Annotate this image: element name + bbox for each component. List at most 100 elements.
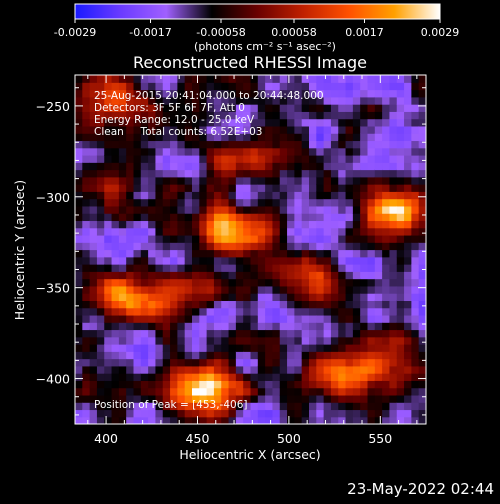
heatmap-cell xyxy=(367,140,376,149)
heatmap-cell xyxy=(338,314,347,323)
heatmap-cell xyxy=(89,147,98,156)
heatmap-cell xyxy=(89,351,98,360)
heatmap-cell xyxy=(323,75,332,83)
heatmap-cell xyxy=(243,104,252,112)
heatmap-cell xyxy=(323,336,332,345)
heatmap-cell xyxy=(382,96,391,105)
heatmap-cell xyxy=(89,402,98,411)
heatmap-cell xyxy=(272,118,281,127)
heatmap-cell xyxy=(177,176,186,185)
heatmap-cell xyxy=(404,336,412,345)
heatmap-cell xyxy=(257,380,266,389)
heatmap-cell xyxy=(126,387,135,396)
heatmap-cell xyxy=(140,191,149,200)
chart-title: Reconstructed RHESSI Image xyxy=(133,53,367,72)
heatmap-cell xyxy=(250,336,259,345)
heatmap-cell xyxy=(316,140,325,149)
heatmap-cell xyxy=(287,329,295,338)
heatmap-cell xyxy=(111,387,120,396)
heatmap-cell xyxy=(82,140,91,149)
heatmap-cell xyxy=(148,293,157,301)
heatmap-cell xyxy=(382,89,391,98)
heatmap-cell xyxy=(389,96,398,105)
heatmap-cell xyxy=(118,394,127,403)
heatmap-cell xyxy=(316,249,325,258)
heatmap-cell xyxy=(111,89,120,98)
heatmap-cell xyxy=(374,82,383,91)
heatmap-cell xyxy=(192,198,200,207)
heatmap-cell xyxy=(177,104,186,112)
heatmap-cell xyxy=(382,278,391,287)
heatmap-cell xyxy=(192,264,200,272)
heatmap-cell xyxy=(338,402,347,411)
heatmap-cell xyxy=(360,96,369,105)
heatmap-cell xyxy=(250,344,259,352)
heatmap-cell xyxy=(148,227,157,236)
heatmap-cell xyxy=(82,365,91,374)
heatmap-cell xyxy=(221,89,230,98)
heatmap-cell xyxy=(75,264,83,272)
heatmap-cell xyxy=(338,213,347,222)
heatmap-cell xyxy=(111,271,120,280)
heatmap-cell xyxy=(418,104,426,112)
heatmap-cell xyxy=(287,336,295,345)
heatmap-cell xyxy=(111,278,120,287)
heatmap-cell xyxy=(352,125,361,134)
heatmap-cell xyxy=(404,75,412,83)
heatmap-cell xyxy=(411,314,420,323)
heatmap-cell xyxy=(309,300,317,309)
heatmap-cell xyxy=(192,111,200,120)
heatmap-cell xyxy=(235,300,244,309)
heatmap-cell xyxy=(162,169,171,178)
heatmap-cell xyxy=(382,234,391,243)
heatmap-cell xyxy=(279,307,288,316)
heatmap-cell xyxy=(82,256,91,265)
heatmap-cell xyxy=(250,234,259,243)
heatmap-cell xyxy=(323,125,332,134)
heatmap-cell xyxy=(126,205,135,214)
heatmap-cell xyxy=(126,184,135,192)
heatmap-cell xyxy=(389,191,398,200)
heatmap-cell xyxy=(257,285,266,294)
heatmap-cell xyxy=(404,293,412,301)
heatmap-cell xyxy=(140,416,149,424)
heatmap-cell xyxy=(170,118,178,127)
heatmap-cell xyxy=(213,75,222,83)
heatmap-cell xyxy=(206,111,215,120)
heatmap-cell xyxy=(155,409,164,418)
heatmap-cell xyxy=(316,133,325,142)
heatmap-cell xyxy=(301,293,310,301)
heatmap-cell xyxy=(221,322,230,331)
heatmap-cell xyxy=(404,387,412,396)
heatmap-cell xyxy=(411,96,420,105)
heatmap-cell xyxy=(184,351,193,360)
heatmap-cell xyxy=(89,140,98,149)
heatmap-cell xyxy=(338,104,347,112)
heatmap-cell xyxy=(96,314,105,323)
heatmap-cell xyxy=(265,278,274,287)
heatmap-cell xyxy=(382,111,391,120)
heatmap-cell xyxy=(265,234,274,243)
heatmap-cell xyxy=(89,213,98,222)
heatmap-cell xyxy=(345,104,354,112)
y-tick-label: −250 xyxy=(36,99,70,114)
heatmap-cell xyxy=(221,300,230,309)
heatmap-cell xyxy=(265,162,274,171)
heatmap-cell xyxy=(294,227,303,236)
heatmap-cell xyxy=(330,329,339,338)
heatmap-cell xyxy=(279,314,288,323)
heatmap-cell xyxy=(257,75,266,83)
heatmap-cell xyxy=(250,227,259,236)
heatmap-cell xyxy=(352,191,361,200)
heatmap-cell xyxy=(330,205,339,214)
heatmap-cell xyxy=(360,227,369,236)
heatmap-cell xyxy=(287,118,295,127)
heatmap-cell xyxy=(389,242,398,251)
heatmap-cell xyxy=(111,220,120,229)
heatmap-cell xyxy=(411,380,420,389)
heatmap-cell xyxy=(374,234,383,243)
heatmap-cell xyxy=(243,322,252,331)
heatmap-cell xyxy=(184,82,193,91)
heatmap-cell xyxy=(272,314,281,323)
heatmap-cell xyxy=(272,198,281,207)
